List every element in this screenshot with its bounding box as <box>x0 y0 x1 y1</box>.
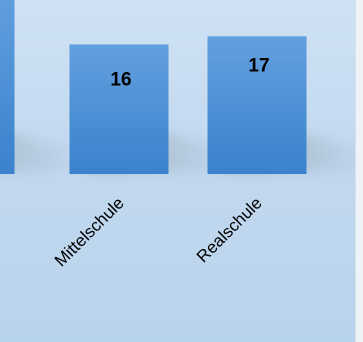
bar-cropped <box>0 0 15 174</box>
category-label-realschule: Realschule <box>193 193 266 266</box>
category-label-mittelschule: Mittelschule <box>51 193 128 270</box>
category-labels: Mittelschule Realschule <box>51 193 266 270</box>
value-label-realschule: 17 <box>248 55 269 76</box>
bars <box>0 0 307 175</box>
bar-shadow-0 <box>0 130 87 172</box>
value-label-mittelschule: 16 <box>110 69 131 90</box>
bar-mittelschule <box>69 44 169 175</box>
window-edge <box>355 0 363 342</box>
bar-realschule <box>207 36 307 174</box>
